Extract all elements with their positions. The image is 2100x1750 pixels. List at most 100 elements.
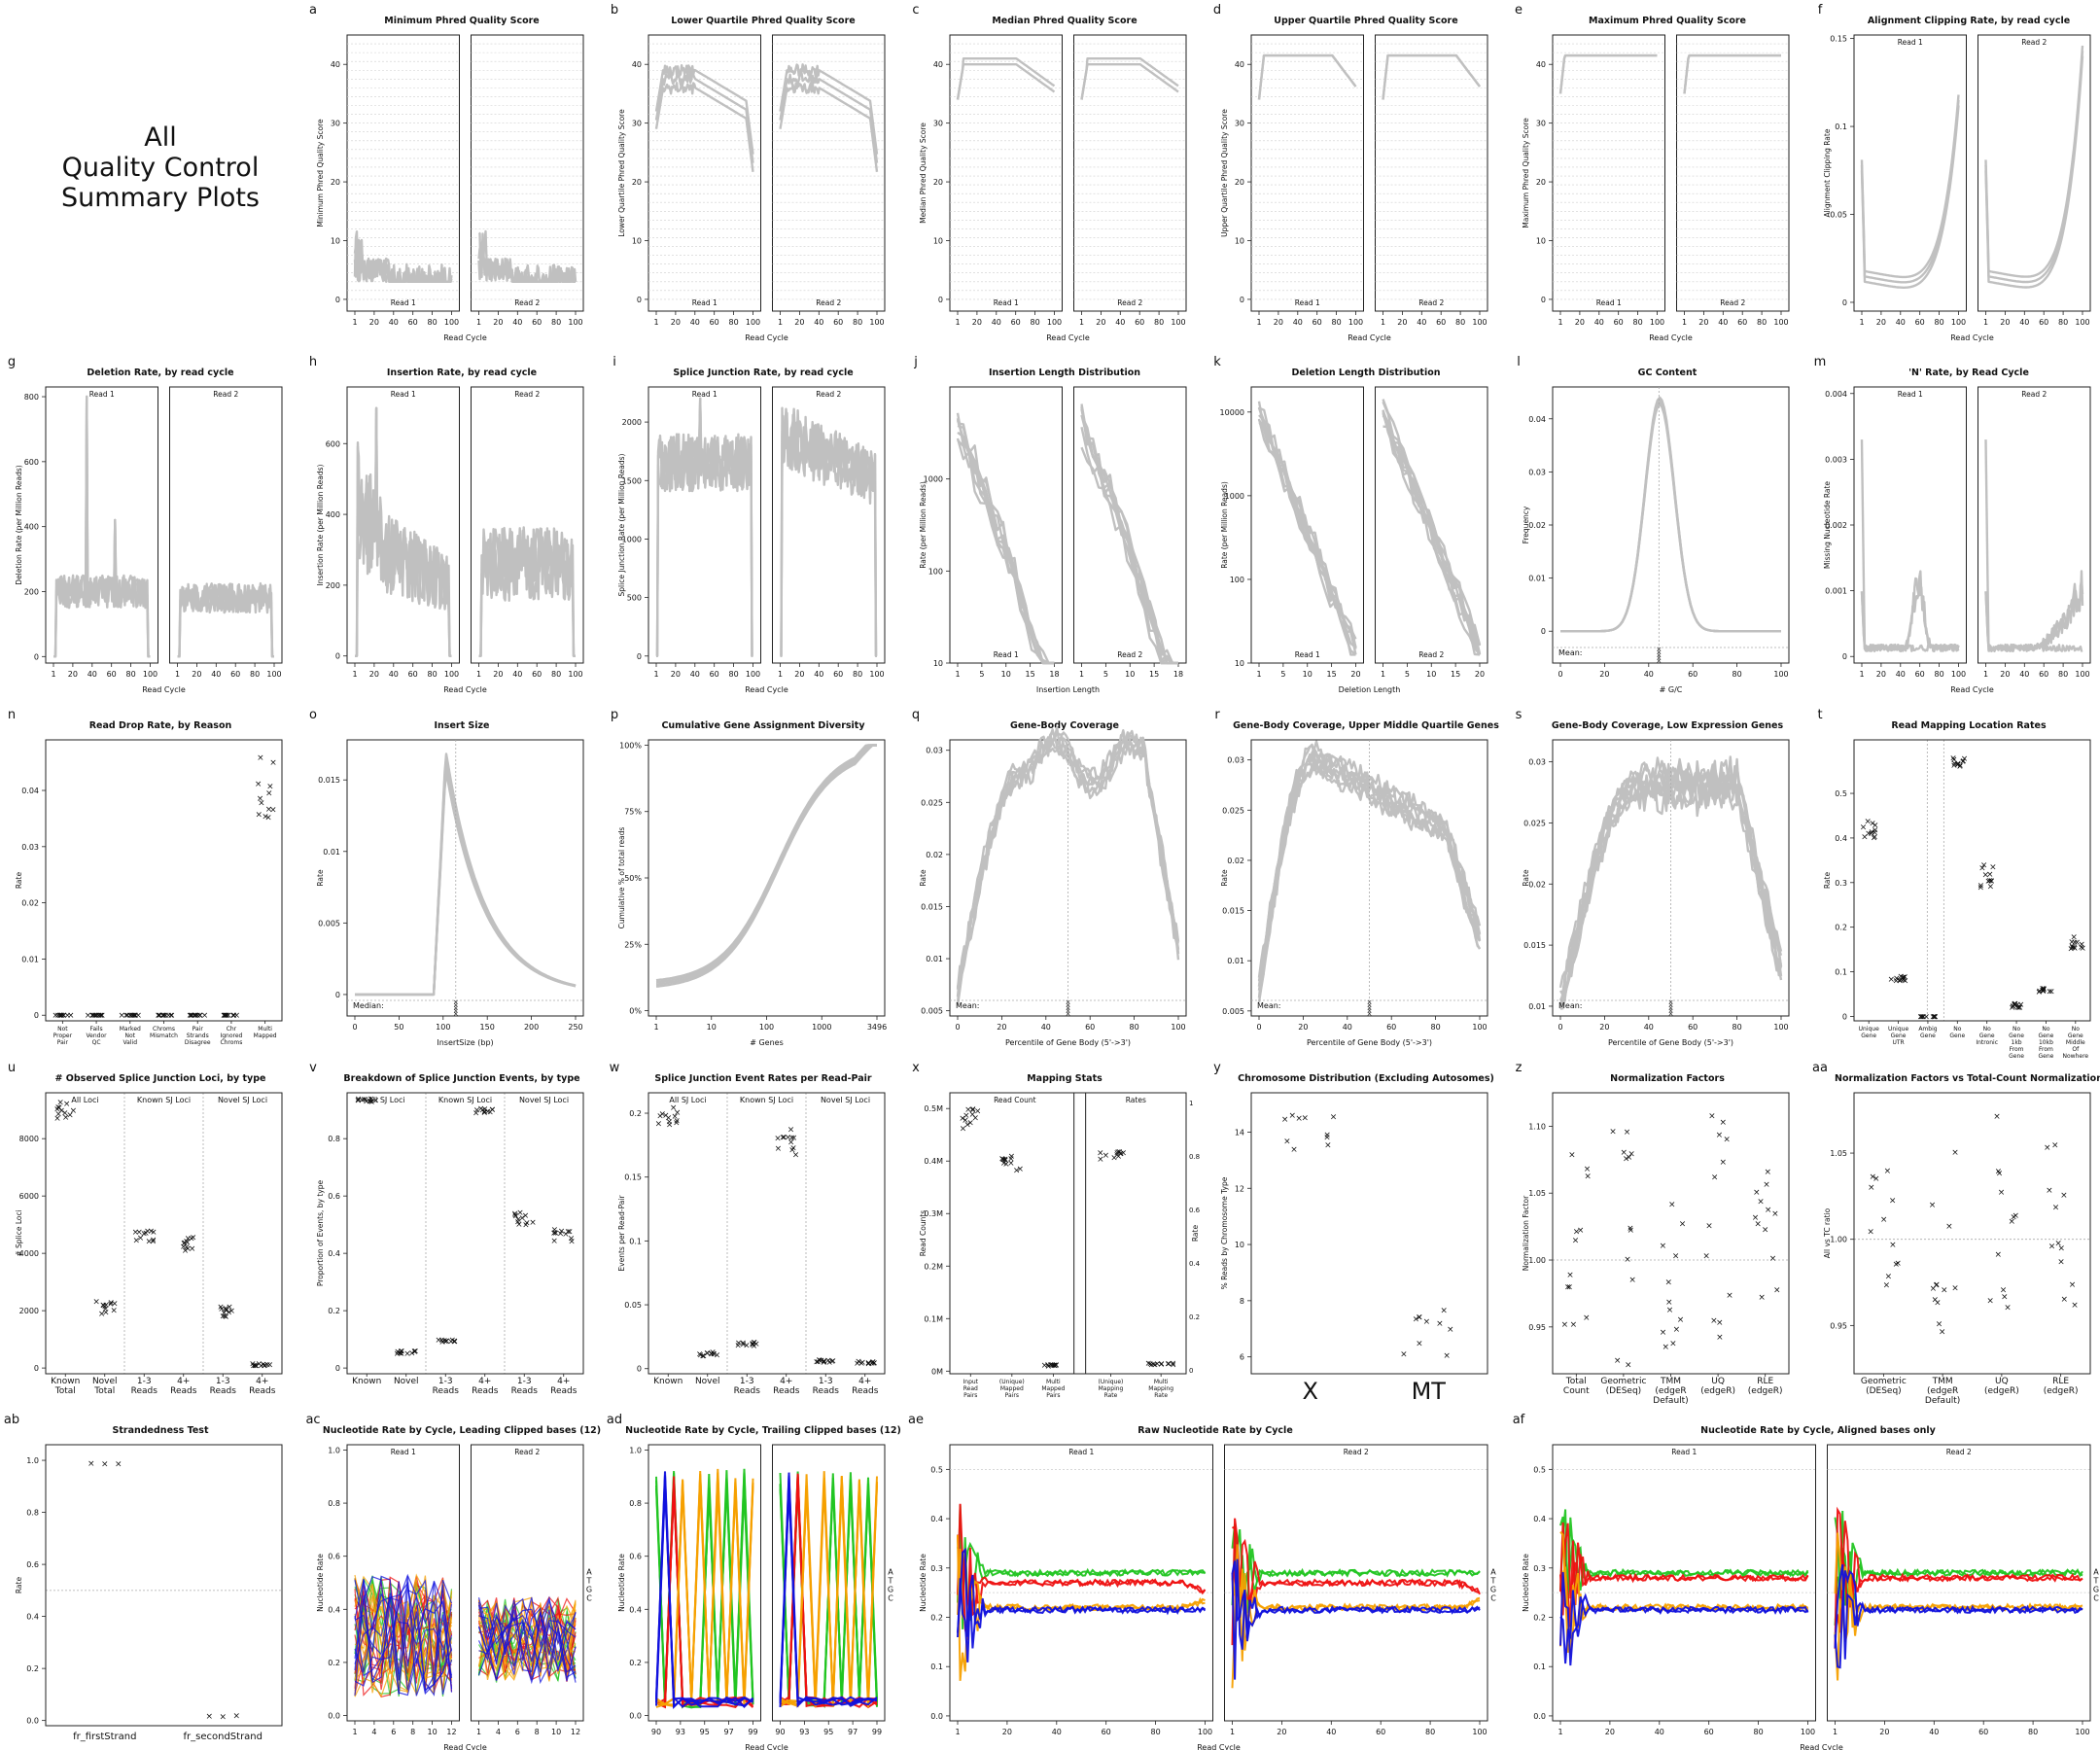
- scatter-point: ×: [1568, 1151, 1576, 1161]
- xtick-label: 5: [1405, 670, 1410, 679]
- scatter-point: ×: [2001, 1292, 2009, 1302]
- scatter-point: ×: [1931, 1012, 1939, 1022]
- scatter-point: ×: [1957, 761, 1965, 771]
- legend-C: C: [2093, 1593, 2099, 1602]
- panel-q-ylabel: Rate: [919, 869, 928, 887]
- category-label: (DESeq): [1606, 1386, 1642, 1396]
- scatter-point: ×: [1960, 756, 1968, 766]
- panel-n-tag: n: [8, 708, 16, 722]
- scatter-point: ×: [224, 1011, 231, 1021]
- xtick-label: 80: [1154, 318, 1164, 327]
- xtick-label: 20: [1876, 318, 1886, 327]
- scatter-point: ×: [703, 1348, 711, 1358]
- scatter-point: ×: [2069, 1280, 2077, 1290]
- category-label: Nowhere: [2063, 1053, 2089, 1060]
- scatter-point: ×: [2070, 933, 2078, 943]
- category-label: Of: [2072, 1046, 2080, 1053]
- category-label: UQ: [1711, 1377, 1725, 1386]
- scatter-point: ×: [656, 1111, 664, 1121]
- ytick-label: 0: [1541, 627, 1546, 636]
- xtick-label: 60: [1011, 318, 1021, 327]
- mean-marker: ×: [453, 1007, 459, 1015]
- nucleotide-line-G: [354, 1575, 453, 1681]
- scatter-point: ×: [1666, 1306, 1674, 1315]
- xtick-label: 4: [496, 1728, 501, 1736]
- category-label: Known: [352, 1377, 381, 1386]
- category-label: Intronic: [1976, 1039, 1998, 1046]
- group-label: Novel SJ Loci: [218, 1096, 267, 1104]
- xtick-label: 20: [1277, 1728, 1286, 1736]
- series-line: [655, 744, 877, 982]
- category-label: Unique: [1859, 1026, 1879, 1032]
- scatter-point: ×: [226, 1308, 233, 1317]
- scatter-point: ×: [57, 1011, 65, 1021]
- scatter-point: ×: [788, 1138, 795, 1148]
- nucleotide-line-C: [779, 1487, 878, 1707]
- scatter-point: ×: [813, 1358, 821, 1368]
- category-sublabel: Reads: [852, 1386, 879, 1396]
- xtick-label: 93: [799, 1728, 809, 1736]
- category-sublabel: Reads: [734, 1386, 761, 1396]
- ytick-label: 0.2M: [924, 1262, 943, 1271]
- panel-s-ylabel: Rate: [1522, 869, 1530, 887]
- ytick-label: 1.05: [1528, 1189, 1546, 1198]
- series-line: [779, 63, 879, 155]
- category-label: Mapping: [1148, 1385, 1173, 1392]
- scatter-point: ×: [1883, 1281, 1891, 1291]
- scatter-point: ×: [2041, 985, 2048, 995]
- scatter-point: ×: [1892, 1260, 1900, 1270]
- scatter-point: ×: [266, 1360, 274, 1370]
- scatter-point: ×: [269, 758, 277, 768]
- scatter-point: ×: [775, 1144, 783, 1154]
- scatter-point: ×: [1423, 1317, 1431, 1327]
- xtick-label: 20: [493, 318, 503, 327]
- scatter-point: ×: [64, 1011, 72, 1021]
- scatter-point: ×: [1283, 1138, 1291, 1147]
- scatter-point: ×: [1929, 1012, 1937, 1022]
- series-line: [956, 725, 1180, 990]
- scatter-point: ×: [448, 1336, 456, 1346]
- scatter-point: ×: [1998, 1188, 2006, 1198]
- plot-frame: [1853, 739, 2091, 1022]
- ytick-label: 0.05: [1830, 211, 1847, 220]
- category-label: (edgeR): [2044, 1386, 2079, 1396]
- xtick-label: 99: [748, 1728, 757, 1736]
- scatter-point: ×: [435, 1336, 442, 1346]
- scatter-point: ×: [564, 1228, 572, 1238]
- scatter-point: ×: [368, 1095, 375, 1104]
- category-label: Read: [963, 1385, 978, 1392]
- scatter-point: ×: [2044, 1143, 2051, 1153]
- ytick-label: 0.02: [926, 851, 943, 859]
- category-label: fr_firstStrand: [73, 1732, 136, 1742]
- xtick-label: 1: [476, 318, 481, 327]
- scatter-point: ×: [1711, 1172, 1719, 1182]
- series-line: [355, 766, 577, 997]
- scatter-point: ×: [658, 1109, 666, 1119]
- scatter-point: ×: [1116, 1147, 1124, 1157]
- xtick-label: 80: [1455, 318, 1465, 327]
- scatter-point: ×: [2051, 1141, 2059, 1151]
- scatter-point: ×: [1987, 876, 1995, 886]
- group-label: Known SJ Loci: [137, 1096, 191, 1104]
- scatter-point: ×: [1440, 1306, 1448, 1315]
- facet-label-1: Read 1: [1671, 1448, 1697, 1456]
- scatter-point: ×: [2079, 944, 2086, 954]
- legend-T: T: [586, 1576, 592, 1585]
- ytick-label: 0.2: [26, 1664, 39, 1673]
- scatter-point: ×: [261, 1361, 268, 1371]
- category-label: Not: [57, 1026, 68, 1032]
- scatter-point: ×: [964, 1105, 972, 1115]
- ytick-label: 0.8: [328, 1499, 340, 1508]
- xtick-label: 80: [729, 670, 739, 679]
- facet-label-2: Read 2: [514, 1448, 540, 1456]
- panel-f-ylabel: Alignment Clipping Rate: [1823, 128, 1832, 217]
- xtick-label: 15: [1451, 670, 1460, 679]
- scatter-point: ×: [486, 1107, 494, 1117]
- xtick-label: 150: [480, 1023, 495, 1032]
- panel-h: h Insertion Rate, by read cycle Insertion …: [309, 355, 584, 694]
- scatter-point: ×: [180, 1240, 188, 1249]
- xtick-label: 60: [107, 670, 117, 679]
- scatter-point: ×: [221, 1011, 228, 1021]
- xtick-label: 20: [1350, 670, 1360, 679]
- scatter-point: ×: [2009, 1003, 2016, 1013]
